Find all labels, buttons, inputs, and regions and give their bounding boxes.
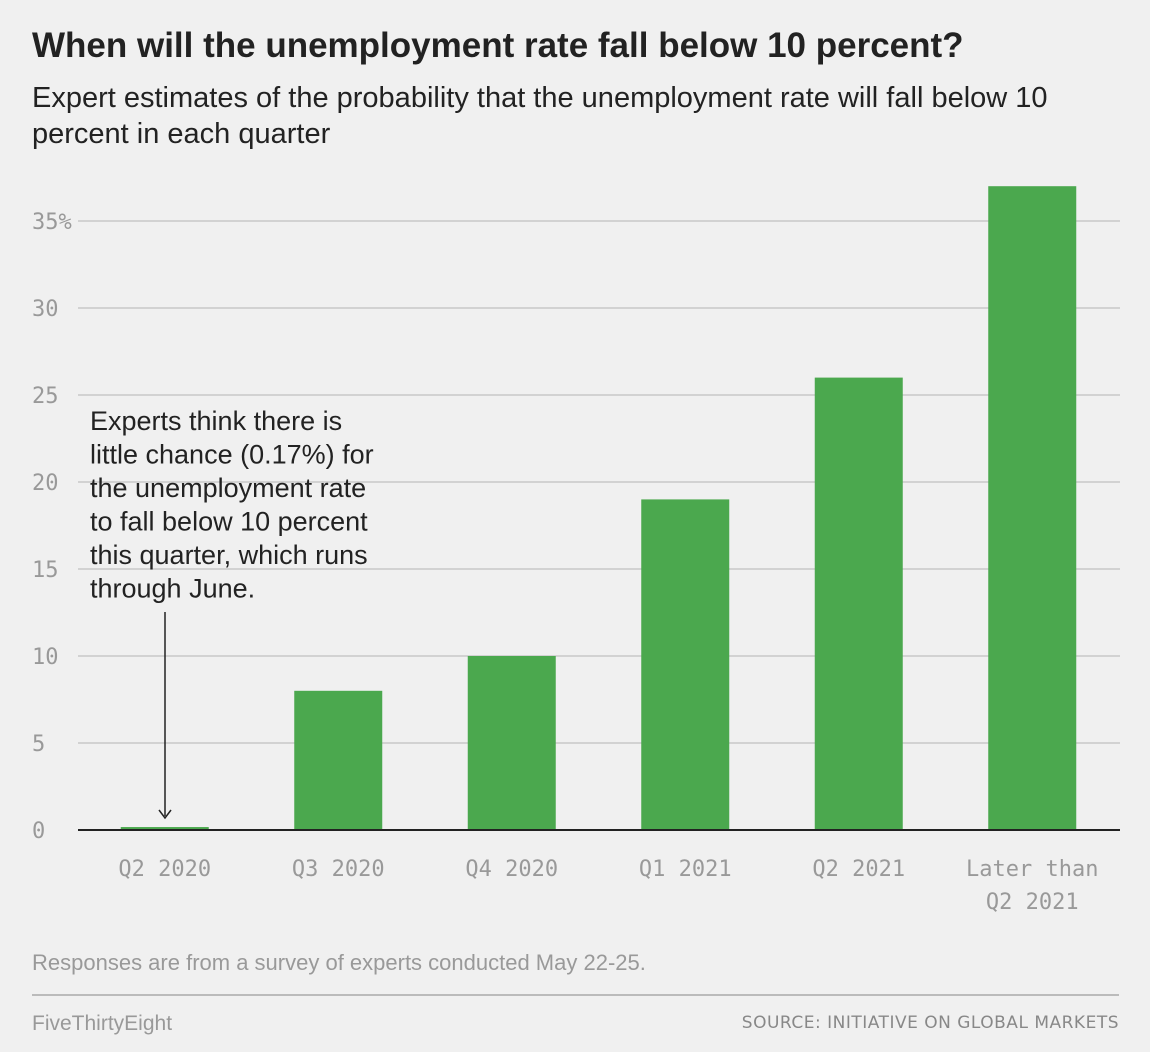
y-tick-label: 15 [32, 558, 59, 583]
annotation-text: little chance (0.17%) for [90, 440, 374, 470]
y-tick-label: 25 [32, 384, 59, 409]
bar [294, 690, 383, 830]
x-tick-label: Q4 2020 [465, 857, 558, 882]
survey-note: Responses are from a survey of experts c… [32, 950, 646, 975]
annotation-text: to fall below 10 percent [90, 507, 368, 537]
annotation-text: this quarter, which runs [90, 540, 368, 570]
footer-divider [32, 994, 1119, 996]
y-tick-label: 10 [32, 645, 59, 670]
annotation-text: Experts think there is [90, 406, 342, 436]
brand-label: FiveThirtyEight [32, 1012, 173, 1035]
annotation-text: through June. [90, 574, 255, 604]
y-tick-label: 35% [32, 210, 72, 235]
source-label: SOURCE: INITIATIVE ON GLOBAL MARKETS [741, 1013, 1119, 1033]
chart-title: When will the unemployment rate fall bel… [32, 26, 964, 65]
bar [467, 656, 556, 830]
bar-chart: 0 5 10 15 20 25 30 35% Q2 2020 Q3 2020 Q4 2020 Q1 2… [32, 186, 1120, 915]
y-tick-label: 20 [32, 471, 59, 496]
x-tick-label: Q3 2020 [292, 857, 385, 882]
y-tick-label: 0 [32, 819, 45, 844]
x-tick-label: Q2 2021 [986, 890, 1079, 915]
bar [120, 827, 209, 830]
y-tick-label: 5 [32, 732, 45, 757]
bar [814, 377, 903, 830]
y-tick-label: 30 [32, 297, 59, 322]
x-tick-label: Q2 2020 [118, 857, 211, 882]
chart-subtitle: Expert estimates of the probability that… [32, 82, 1048, 150]
bar [988, 186, 1077, 830]
bar [641, 499, 730, 830]
x-tick-label: Q1 2021 [639, 857, 732, 882]
annotation-text: the unemployment rate [90, 473, 366, 503]
annotation-arrowhead [158, 809, 172, 820]
x-tick-label: Q2 2021 [812, 857, 905, 882]
x-tick-label: Later than [966, 857, 1098, 882]
